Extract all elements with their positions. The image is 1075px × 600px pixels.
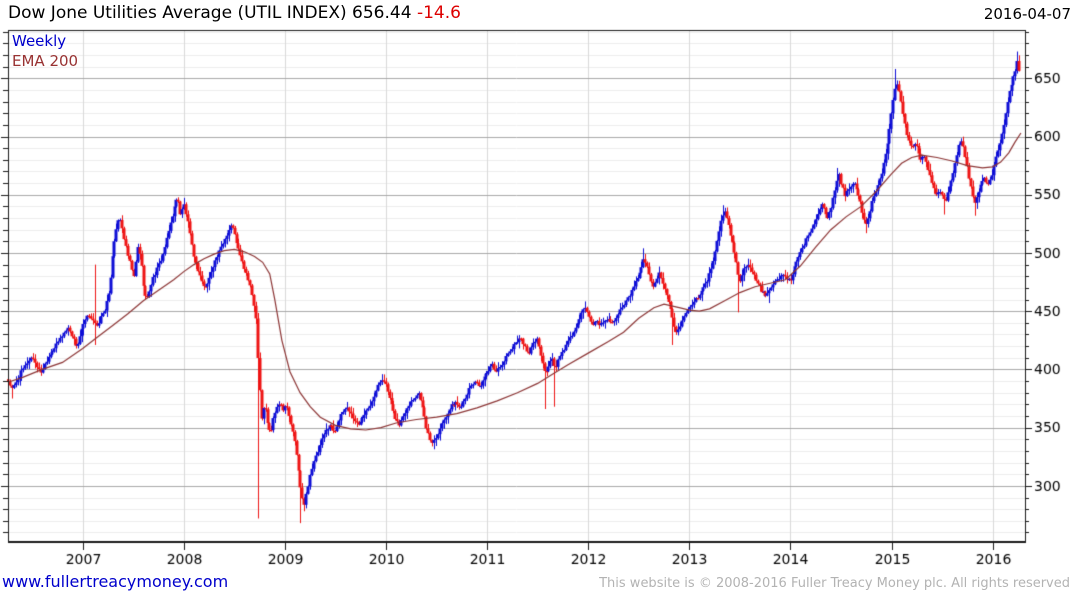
legend-ema: EMA 200 xyxy=(12,52,79,70)
price-change: -14.6 xyxy=(416,3,461,23)
copyright-text: This website is © 2008-2016 Fuller Treac… xyxy=(599,576,1070,591)
chart-date: 2016-04-07 xyxy=(983,5,1071,23)
legend-timeframe: Weekly xyxy=(12,32,67,50)
instrument-title: Dow Jone Utilities Average (UTIL INDEX) … xyxy=(8,3,417,23)
site-link[interactable]: www.fullertreacymoney.com xyxy=(2,572,229,591)
page-title: Dow Jone Utilities Average (UTIL INDEX) … xyxy=(8,3,461,23)
